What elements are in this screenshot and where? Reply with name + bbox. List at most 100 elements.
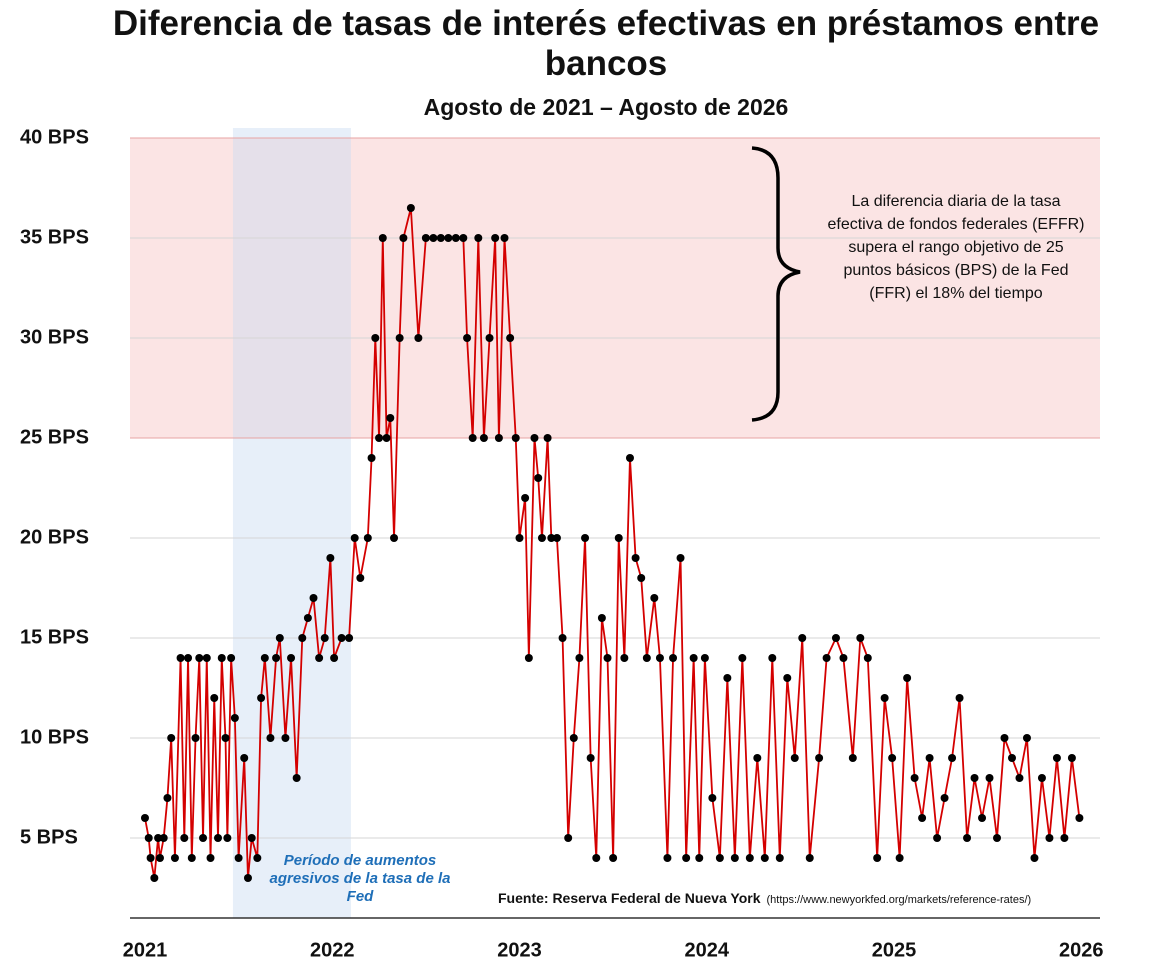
data-point [940,794,949,802]
data-point [1030,854,1039,862]
data-point [217,654,226,662]
data-point [985,774,994,782]
data-point [1000,734,1009,742]
data-point [524,654,533,662]
data-point [822,654,831,662]
data-point [614,534,623,542]
data-point [888,754,897,762]
data-point [144,834,153,842]
data-point [170,854,179,862]
data-point [978,814,987,822]
source: Fuente: Reserva Federal de Nueva York (ht… [498,890,1031,906]
data-point [406,204,415,212]
data-point [292,774,301,782]
data-point [1022,734,1031,742]
data-point [805,854,814,862]
data-point [176,654,185,662]
data-point [925,754,934,762]
data-point [281,734,290,742]
data-point [1045,834,1054,842]
data-point [603,654,612,662]
data-point [275,634,284,642]
data-point [459,234,468,242]
y-tick-label: 10 BPS [20,726,89,748]
data-point [723,674,732,682]
data-point [309,594,318,602]
data-point [375,434,384,442]
data-point [345,634,354,642]
data-point [620,654,629,662]
data-point [625,454,634,462]
data-point [260,654,269,662]
data-point [856,634,865,642]
data-point [689,654,698,662]
data-point [547,534,556,542]
data-point [223,834,232,842]
data-point [1067,754,1076,762]
data-point [184,654,193,662]
data-point [382,434,391,442]
data-point [903,674,912,682]
data-point [798,634,807,642]
data-point [1052,754,1061,762]
y-tick-label: 35 BPS [20,226,89,248]
data-point [191,734,200,742]
data-point [760,854,769,862]
highlight-label: Período de aumentos agresivos de la tasa… [269,852,451,905]
data-point [429,234,438,242]
data-point [631,554,640,562]
highlight-band [232,128,351,918]
data-point [880,694,889,702]
data-point [247,834,256,842]
data-point [163,794,172,802]
source-url: (https://www.newyorkfed.org/markets/refe… [766,894,1032,906]
data-point [367,454,376,462]
data-point [395,334,404,342]
data-point [815,754,824,762]
data-point [326,554,335,562]
x-tick-label: 2021 [123,939,168,961]
data-point [586,754,595,762]
data-point [187,854,196,862]
data-point [234,854,243,862]
data-point [330,654,339,662]
data-point [444,234,453,242]
x-tick-label: 2022 [310,939,355,961]
data-point [146,854,155,862]
data-point [933,834,942,842]
data-point [970,774,979,782]
data-point [202,654,211,662]
data-point [637,574,646,582]
data-point [963,834,972,842]
data-point [506,334,515,342]
data-point [515,534,524,542]
data-point [221,734,230,742]
data-point [253,854,262,862]
data-point [167,734,176,742]
data-point [543,434,552,442]
data-point [1060,834,1069,842]
y-tick-label: 20 BPS [20,526,89,548]
data-point [356,574,365,582]
data-point [390,534,399,542]
data-point [700,654,709,662]
source-text: Fuente: Reserva Federal de Nueva York [498,890,761,906]
data-point [669,654,678,662]
data-point [414,334,423,342]
y-tick-label: 40 BPS [20,126,89,148]
data-point [494,434,503,442]
data-point [552,534,561,542]
data-point [257,694,266,702]
data-point [910,774,919,782]
data-point [569,734,578,742]
data-point [479,434,488,442]
x-tick-label: 2025 [872,939,917,961]
data-point [790,754,799,762]
data-point [609,854,618,862]
annotation: La diferencia diaria de la tasa efectiva… [827,193,1085,302]
y-tick-label: 15 BPS [20,626,89,648]
data-point [240,754,249,762]
data-point [564,834,573,842]
data-point [1015,774,1024,782]
data-point [386,414,395,422]
